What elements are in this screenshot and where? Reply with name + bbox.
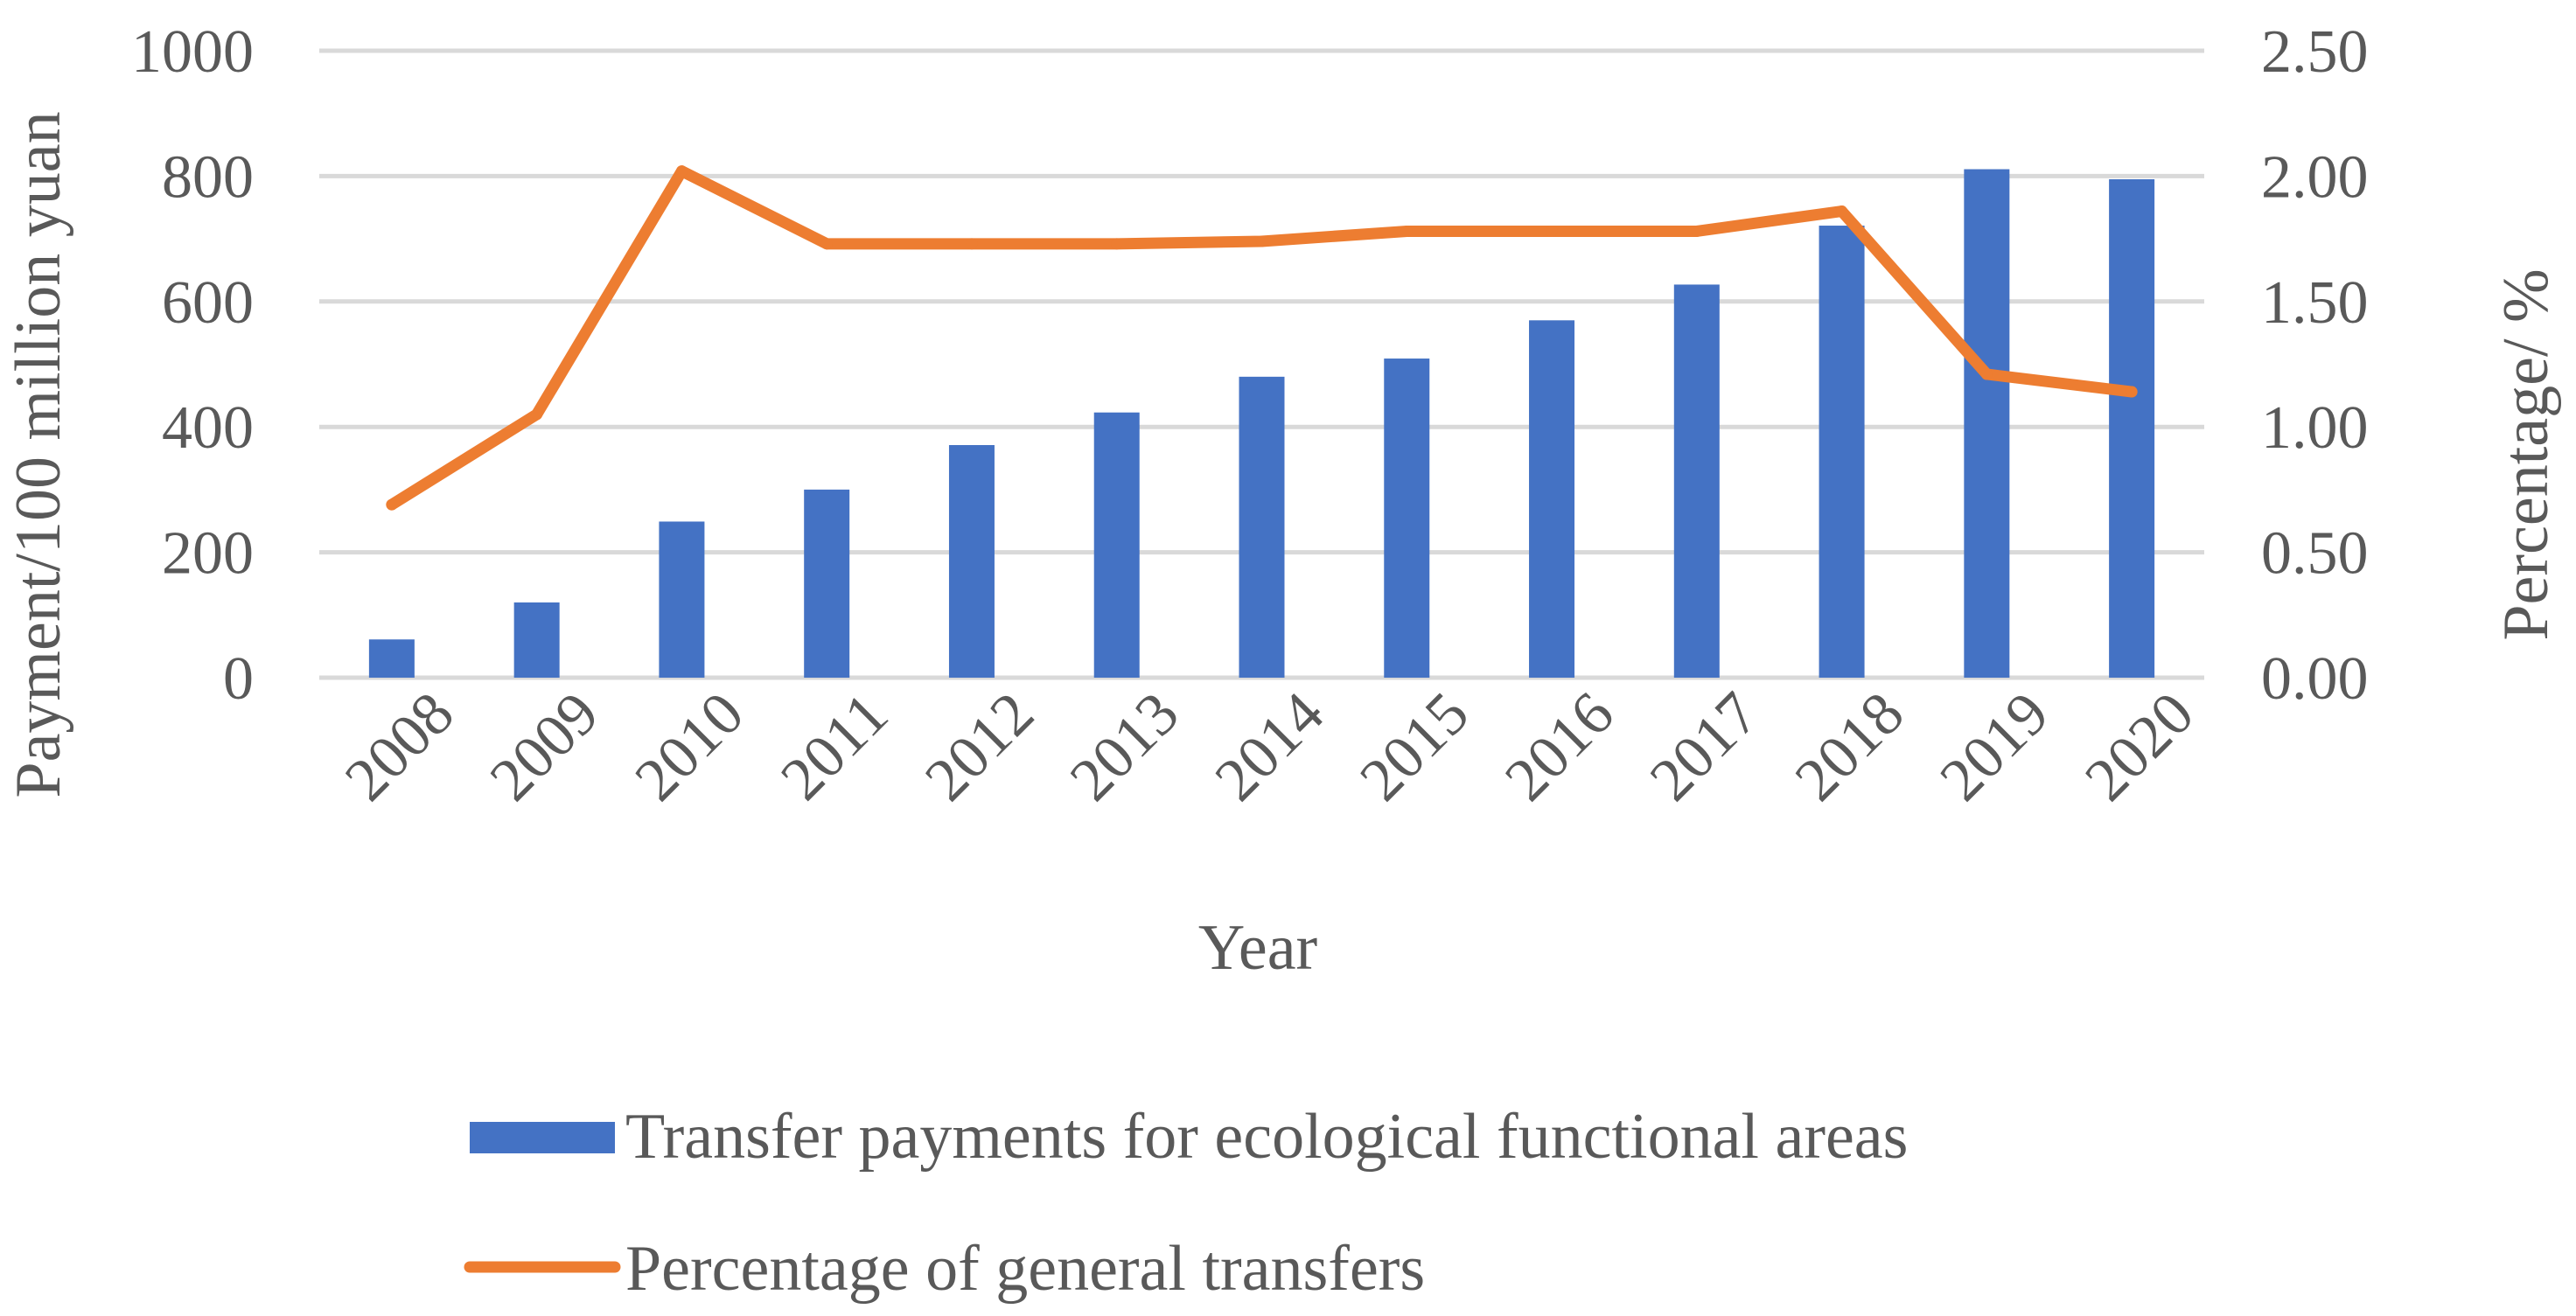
y2-tick-label: 2.00 [2261,143,2369,211]
legend-item-bars: Transfer payments for ecological functio… [470,1101,1908,1173]
y-tick-label: 400 [162,394,254,462]
line-point [675,165,688,178]
bar [659,521,705,678]
x-axis-ticks: 2008 2009 2010 2011 2012 2013 2014 2015 2016 2017… [332,679,2207,813]
bar [804,489,850,678]
x-axis-title: Year [1198,912,1317,984]
x-tick-label: 2017 [1637,679,1771,813]
line-point [386,498,398,511]
y-axis-title: Payment/100 million yuan [3,111,74,797]
y-tick-label: 800 [162,143,254,211]
bar [2109,178,2155,679]
bar-series [368,169,2155,679]
x-tick-label: 2016 [1492,679,1626,813]
legend-item-line: Percentage of general transfers [464,1233,1425,1305]
line-point [1546,225,1558,237]
x-tick-label: 2018 [1783,679,1916,813]
y2-tick-label: 1.00 [2261,394,2369,462]
bar [948,444,995,678]
y2-tick-label: 0.00 [2261,645,2369,713]
right-axis-ticks: 0.00 0.50 1.00 1.50 2.00 2.50 [2261,18,2369,713]
bar [368,639,415,678]
line-point [1256,235,1267,247]
line-series [386,165,2138,511]
x-tick-label: 2009 [478,679,611,813]
x-tick-label: 2020 [2072,679,2206,813]
y-tick-label: 1000 [131,18,254,86]
legend: Transfer payments for ecological functio… [464,1101,1908,1305]
bar [513,602,560,678]
line-point [1111,238,1123,250]
x-tick-label: 2014 [1203,679,1337,813]
x-tick-label: 2012 [912,679,1046,813]
line-point [2126,386,2138,398]
bar [1093,412,1140,678]
line-point [820,238,833,250]
y-tick-label: 0 [223,645,254,713]
y2-tick-label: 1.50 [2261,269,2369,337]
bar [1819,226,1865,679]
y-tick-label: 200 [162,520,254,588]
x-tick-label: 2010 [623,679,757,813]
bar [1673,284,1720,678]
line-point [1400,225,1413,237]
left-axis-ticks: 0 200 400 600 800 1000 [131,18,254,713]
line-point [1691,225,1703,237]
x-tick-label: 2008 [332,679,466,813]
bar [1529,320,1575,678]
bar [1964,169,2010,678]
y2-axis-title: Percentage/ % [2490,268,2562,640]
legend-label-bars: Transfer payments for ecological functio… [625,1101,1908,1173]
legend-swatch-bars [470,1122,615,1153]
line-point [531,408,543,421]
bar [1384,359,1430,678]
x-tick-label: 2015 [1348,679,1482,813]
x-tick-label: 2019 [1928,679,2062,813]
line-point [966,238,978,250]
line-point [1980,368,1993,380]
x-tick-label: 2011 [768,680,901,813]
y2-tick-label: 0.50 [2261,520,2369,588]
bar [1239,376,1285,678]
legend-label-line: Percentage of general transfers [625,1233,1425,1305]
x-tick-label: 2013 [1058,679,1191,813]
y2-tick-label: 2.50 [2261,18,2369,86]
y-tick-label: 600 [162,269,254,337]
line-point [1836,205,1848,218]
